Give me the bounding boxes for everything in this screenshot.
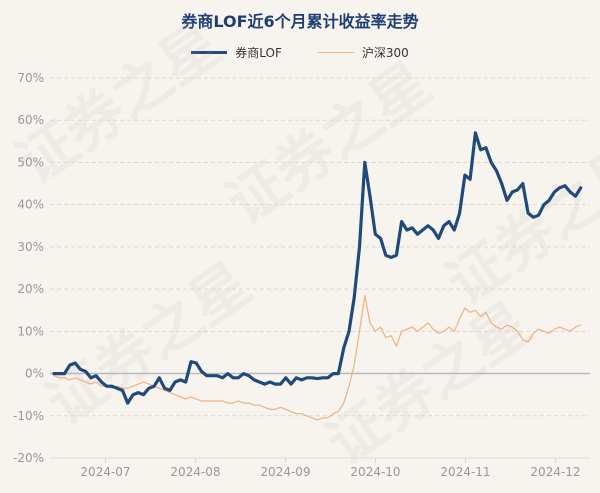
- legend-swatch-main: [191, 51, 228, 54]
- legend-item-main[interactable]: 券商LOF: [191, 44, 282, 61]
- x-tick-label: 2024-10: [350, 465, 400, 479]
- y-tick-label: 20%: [17, 282, 44, 296]
- y-tick-label: 30%: [17, 240, 44, 254]
- y-tick-label: -20%: [13, 451, 44, 465]
- x-tick-label: 2024-09: [260, 465, 310, 479]
- legend: 券商LOF 沪深300: [0, 44, 600, 61]
- y-tick-label: -10%: [13, 409, 44, 423]
- y-tick-label: 10%: [17, 324, 44, 338]
- y-tick-label: 0%: [25, 367, 44, 381]
- watermark-text: 证券之星: [34, 249, 263, 438]
- legend-swatch-index: [317, 52, 354, 53]
- series-line-hs300: [53, 294, 582, 421]
- x-tick-label: 2024-12: [530, 465, 580, 479]
- y-tick-label: 70%: [17, 71, 44, 85]
- legend-label-main: 券商LOF: [235, 46, 282, 60]
- x-tick-label: 2024-07: [80, 465, 130, 479]
- x-tick-label: 2024-08: [170, 465, 220, 479]
- y-tick-label: 50%: [17, 155, 44, 169]
- legend-label-index: 沪深300: [361, 46, 409, 60]
- y-tick-label: 40%: [17, 198, 44, 212]
- watermark-text: 证券之星: [314, 289, 543, 478]
- x-tick-label: 2024-11: [440, 465, 490, 479]
- watermark-text: 证券之星: [434, 129, 600, 318]
- series-line-main: [52, 131, 583, 405]
- y-tick-label: 60%: [17, 113, 44, 127]
- chart-title: 券商LOF近6个月累计收益率走势: [181, 12, 419, 31]
- legend-item-index[interactable]: 沪深300: [317, 44, 409, 61]
- watermark-text: 证券之星: [4, 9, 233, 198]
